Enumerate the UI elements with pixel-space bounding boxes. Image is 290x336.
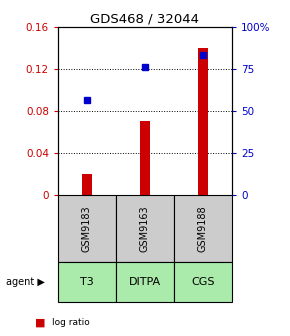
Bar bbox=[198, 48, 208, 195]
Text: CGS: CGS bbox=[191, 277, 215, 287]
Text: agent ▶: agent ▶ bbox=[6, 277, 45, 287]
Text: ■: ■ bbox=[35, 318, 45, 328]
Text: GSM9183: GSM9183 bbox=[82, 205, 92, 252]
Bar bbox=[140, 121, 150, 195]
Text: GSM9163: GSM9163 bbox=[140, 205, 150, 252]
Bar bbox=[82, 174, 92, 195]
Title: GDS468 / 32044: GDS468 / 32044 bbox=[90, 13, 200, 26]
Text: T3: T3 bbox=[80, 277, 94, 287]
Text: log ratio: log ratio bbox=[52, 318, 90, 327]
Text: GSM9188: GSM9188 bbox=[198, 205, 208, 252]
Text: DITPA: DITPA bbox=[129, 277, 161, 287]
